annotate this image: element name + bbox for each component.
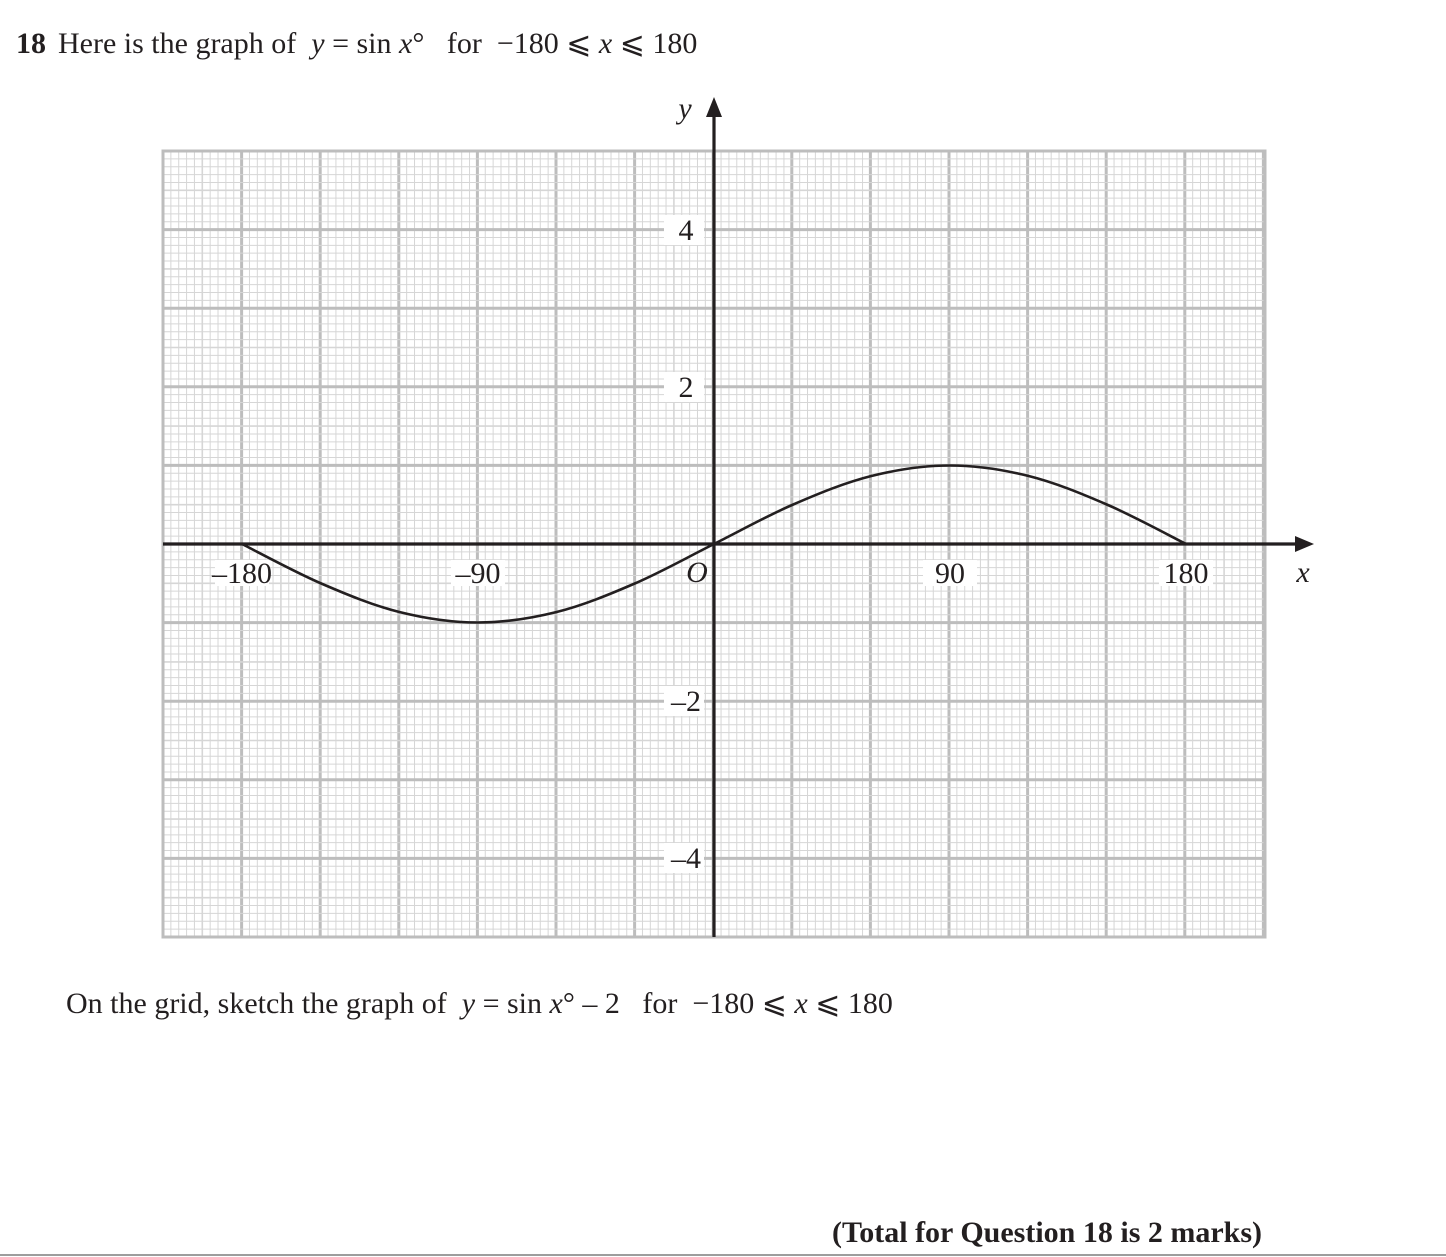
x-tick-label: 90 <box>935 557 965 590</box>
eq-y: y <box>311 27 325 60</box>
x-tick-label: –90 <box>455 557 501 590</box>
instr-range-hi: ⩽ 180 <box>807 987 893 1020</box>
sine-curve <box>241 464 1187 624</box>
y-tick-label: –2 <box>670 685 701 718</box>
x-tick-label-bg <box>923 560 977 586</box>
instruction: On the grid, sketch the graph of y = sin… <box>66 986 893 1021</box>
question-heading: 18 Here is the graph of y = sin x° for −1… <box>16 26 697 61</box>
tick-labels: –180 –90 90 180 4 2 –2 –4 <box>211 214 1213 875</box>
y-tick-label-bg <box>664 372 704 402</box>
curves <box>241 464 1187 624</box>
x-tick-label-bg <box>215 560 269 586</box>
instruction-lead: On the grid, sketch the graph of <box>66 987 447 1020</box>
x-tick-label-bg <box>1159 560 1213 586</box>
question-number: 18 <box>16 27 46 60</box>
instr-x: x <box>549 987 563 1020</box>
instr-for: for <box>642 987 678 1020</box>
range-x: x <box>598 27 613 60</box>
range-lo: −180 ⩽ <box>496 27 599 60</box>
x-tick-label: 180 <box>1164 557 1209 590</box>
range-for: for <box>446 27 482 60</box>
instr-range-lo: −180 ⩽ <box>692 987 795 1020</box>
origin-label: O <box>686 556 708 589</box>
eq-mid: = sin <box>324 27 400 60</box>
y-tick-label-bg <box>664 215 704 245</box>
question-intro: Here is the graph of <box>58 27 297 60</box>
x-tick-label-bg <box>451 560 505 586</box>
eq-deg: ° <box>412 27 425 60</box>
y-tick-label: 2 <box>679 371 694 404</box>
x-axis-label: x <box>1295 556 1310 589</box>
y-tick-label: –4 <box>670 842 701 875</box>
x-axis-arrow <box>1295 536 1314 552</box>
y-axis-label: y <box>675 92 692 125</box>
range-hi: ⩽ 180 <box>612 27 698 60</box>
y-tick-label-bg <box>664 843 704 873</box>
sine-graph: x y O –180 –90 90 180 4 2 –2 –4 <box>161 92 1314 939</box>
eq-x: x <box>399 27 413 60</box>
y-tick-label-bg <box>664 686 704 716</box>
axes: x y O <box>163 92 1314 937</box>
instr-range-x: x <box>794 987 808 1020</box>
y-tick-label: 4 <box>679 214 694 247</box>
instr-rest: ° – 2 <box>562 987 620 1020</box>
total-marks: (Total for Question 18 is 2 marks) <box>832 1216 1263 1249</box>
x-tick-label: –180 <box>211 557 272 590</box>
footer-rule <box>0 1254 1446 1256</box>
instr-y: y <box>461 987 476 1020</box>
y-axis-arrow <box>706 97 722 117</box>
instr-eq: = sin <box>475 987 550 1020</box>
